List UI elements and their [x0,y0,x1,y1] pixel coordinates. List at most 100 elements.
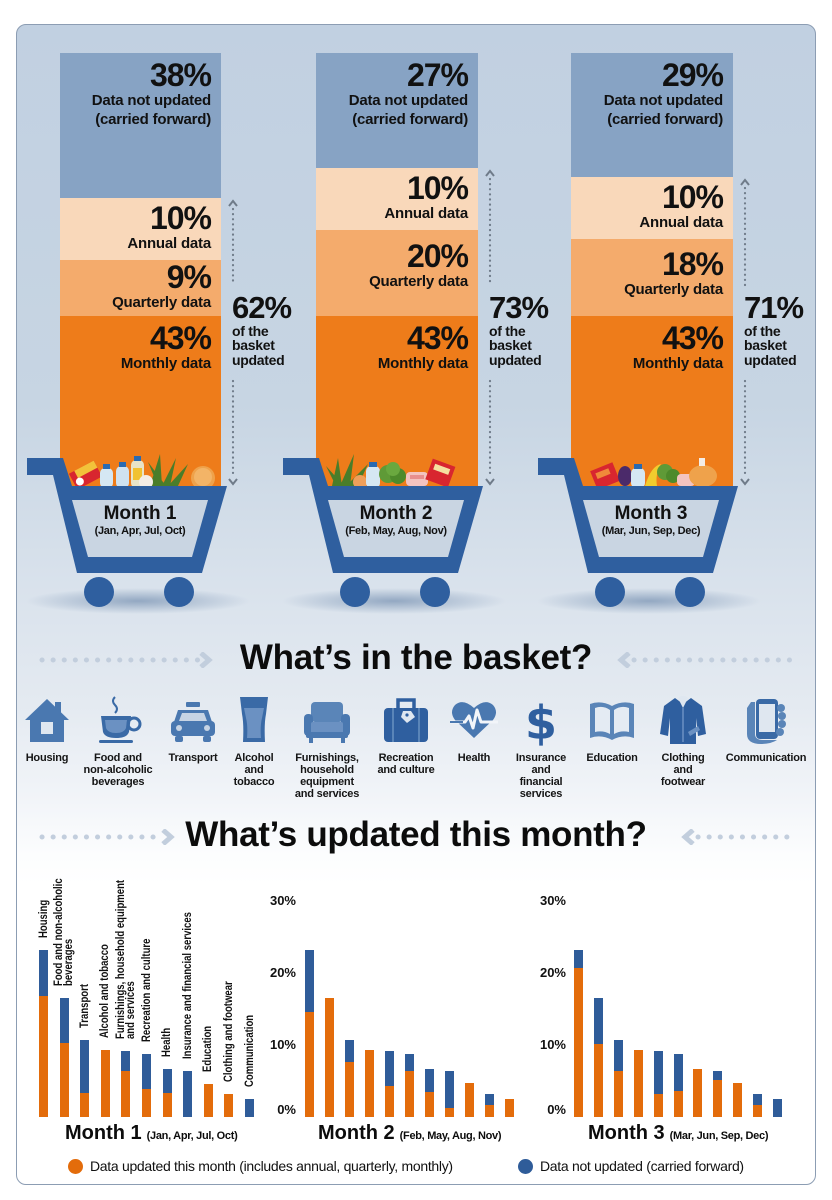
basket-section-title: What’s in the basket? [239,638,593,677]
segment-pct: 38% [149,57,212,93]
pint-glass-icon [240,697,268,742]
category-label: and culture [377,764,435,776]
y-axis-tick-label: 10% [539,1036,566,1052]
category-insurance: $ Insurance and financial services [493,694,589,800]
dotted-arrow-left-icon [617,652,793,668]
category-label: tobacco [233,776,275,788]
segment-pct: 9% [166,259,212,295]
bar-not-updated [613,1039,623,1072]
chart-title-text: Month 1 [65,1122,142,1144]
bar-updated [653,1093,663,1117]
basket-bar-month-1: 38% Data not updated (carried forward) 1… [60,53,221,486]
category-axis-label: Alcohol and tobacco [99,945,111,1039]
bar-updated [80,1092,90,1117]
category-clothing: Clothing and footwear [635,694,731,788]
category-label: Health [457,752,491,764]
bar-updated [673,1090,683,1117]
bar-not-updated [183,1070,193,1117]
bar-updated [305,1011,314,1117]
jacket-icon [660,696,706,744]
updated-caption: of the [489,323,526,339]
category-label: Education [586,752,638,764]
bar-not-updated [405,1054,414,1072]
category-label: Furnishings, [295,752,359,764]
bar-updated [505,1098,514,1117]
category-label: beverages [91,776,145,788]
bar-updated [121,1071,131,1117]
bar-not-updated [574,949,583,968]
dotted-arrow-icon [740,178,750,486]
category-label: Food and [94,752,142,764]
bar-updated [693,1069,703,1117]
bar-updated [365,1050,374,1117]
bar-not-updated [345,1039,354,1062]
basket-bar-month-2: 27% Data not updated (carried forward) 1… [316,53,478,486]
updated-caption: of the [232,323,269,339]
segment-label: Monthly data [632,355,723,372]
bar-updated [142,1088,151,1117]
category-axis-label: Communication [244,1015,256,1087]
updated-caption: updated [489,351,542,368]
segment-annual: 10% Annual data [60,198,221,260]
bar-not-updated [673,1054,683,1091]
category-food: Food and non-alcoholic beverages [70,694,166,788]
category-label: Insurance [515,752,567,764]
bar-updated [162,1092,172,1117]
segment-pct: 10% [406,170,469,206]
bar-not-updated [773,1098,782,1117]
segment-pct: 43% [406,320,469,356]
category-axis-label: Furnishings, household equipment and serv… [115,880,137,1039]
y-axis-tick-label: 0% [277,1102,296,1117]
legend-orange-dot-icon [68,1159,83,1174]
y-axis-tick-label: 30% [269,892,296,908]
category-axis-label-line: Clothing and footwear [222,980,235,1082]
heart-pulse-icon [450,702,498,738]
segment-label: Data not updated [348,92,469,109]
cart-label-month-2: Month 2 (Feb, May, Aug, Nov) [326,504,466,538]
chart-subtitle-text: (Feb, May, Aug, Nov) [399,1130,502,1142]
chart-title-month-3: Month 3 (Mar, Jun, Sep, Dec) [588,1122,768,1145]
bar-updated [100,1050,110,1117]
segment-pct: 27% [406,57,469,93]
phone-in-hand-icon [747,699,786,744]
basket-updated-annotation-month-3: 71% of the basket updated [744,292,804,367]
category-label: equipment [300,776,354,788]
segment-label: Monthly data [120,355,211,372]
segment-label: (carried forward) [352,111,468,128]
segment-pct: 10% [149,200,212,236]
bar-updated [633,1050,643,1117]
category-axis-label-line: Transport [78,983,91,1028]
updated-caption: of the [744,323,781,339]
bar-updated [224,1093,234,1117]
updated-caption: basket [744,337,787,354]
bar-updated [593,1043,603,1117]
segment-not-updated: 27% Data not updated (carried forward) [316,53,478,168]
car-icon [171,702,215,742]
segment-label: Monthly data [377,355,468,372]
segment-quarterly: 18% Quarterly data [571,239,733,316]
bar-not-updated [445,1071,454,1109]
shopping-cart-icon [282,454,506,614]
segment-label: (carried forward) [95,111,211,128]
category-recreation: Recreation and culture [358,694,454,776]
category-alcohol: Alcohol and tobacco [206,694,302,788]
category-label: Communication [725,752,807,764]
segment-quarterly: 20% Quarterly data [316,230,478,316]
dotted-arrow-right-icon [39,652,213,668]
chart-subtitle-text: (Mar, Jun, Sep, Dec) [669,1130,769,1142]
dotted-arrow-icon [228,199,238,486]
chart-subtitle-text: (Jan, Apr, Jul, Oct) [146,1130,238,1142]
cart-label-month-1: Month 1 (Jan, Apr, Jul, Oct) [70,504,210,538]
category-axis-label-line: beverages [63,938,76,986]
basket-updated-annotation-month-2: 73% of the basket updated [489,292,549,368]
bar-not-updated [245,1098,254,1117]
category-housing: Housing [0,694,95,764]
updated-caption: basket [232,337,275,354]
bar-updated [405,1071,414,1117]
y-axis-tick-label: 20% [539,964,566,980]
segment-label: Quarterly data [624,281,723,298]
segment-quarterly: 9% Quarterly data [60,260,221,316]
segment-label: Data not updated [91,92,212,109]
suitcase-icon [384,698,428,742]
category-label: and services [294,788,360,800]
